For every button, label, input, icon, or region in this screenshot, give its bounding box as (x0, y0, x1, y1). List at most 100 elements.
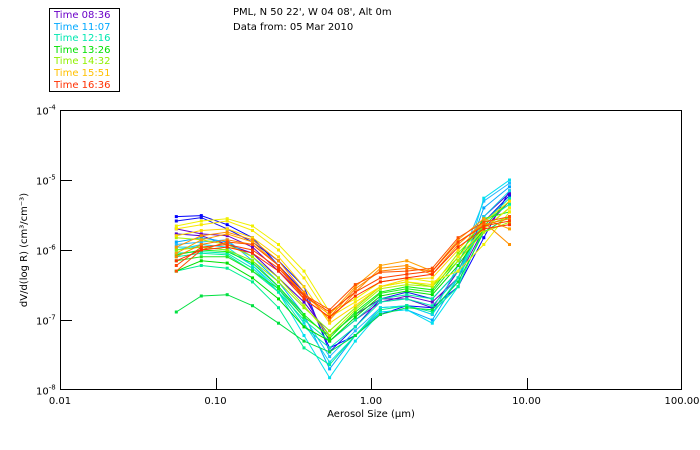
series-path (176, 216, 510, 353)
data-point (199, 238, 203, 242)
data-point (277, 287, 280, 291)
data-point (199, 250, 203, 254)
data-point (225, 234, 229, 238)
data-point (174, 255, 178, 259)
data-point (508, 243, 511, 246)
data-point (430, 313, 434, 316)
data-point (353, 329, 357, 333)
y-tick-label: 10-8 (36, 384, 56, 398)
legend-entry: Time 15:51 (54, 67, 111, 79)
data-point (251, 236, 254, 240)
data-point (405, 283, 409, 287)
data-point (456, 236, 460, 240)
data-point (430, 280, 434, 284)
data-point (302, 318, 306, 322)
data-point (353, 287, 357, 291)
data-point (430, 297, 434, 301)
data-point (482, 230, 486, 234)
data-point (251, 229, 254, 232)
axis-layer: 0.01 0.10 1.00 10.00 100.00 10-4 10-5 10-6 10-7 1… (36, 104, 700, 408)
data-point (277, 290, 280, 294)
data-point (405, 308, 409, 312)
x-tick-label: 10.00 (512, 396, 541, 407)
data-point (174, 234, 178, 238)
data-point (378, 310, 382, 314)
data-point (302, 297, 306, 301)
data-point (430, 306, 434, 310)
data-point (508, 210, 511, 214)
data-point (225, 227, 229, 231)
data-point (430, 310, 434, 314)
series-path (176, 179, 510, 379)
data-point (199, 236, 203, 240)
x-tick-label: 0.10 (204, 396, 226, 407)
data-point (353, 325, 357, 329)
data-point (199, 255, 203, 259)
data-point (378, 270, 382, 274)
data-point (277, 248, 280, 252)
y-tick-label: 10-5 (36, 174, 56, 188)
data-point (508, 206, 511, 210)
data-point (405, 280, 409, 284)
data-point (328, 315, 332, 319)
data-point (456, 240, 460, 244)
data-point (199, 259, 203, 263)
data-point (378, 276, 382, 280)
data-point (199, 243, 203, 246)
data-point (302, 321, 306, 325)
data-point (302, 294, 306, 298)
data-point (430, 308, 434, 312)
data-point (482, 206, 486, 210)
data-point (405, 272, 409, 276)
data-point (456, 264, 460, 267)
data-point (378, 297, 382, 301)
legend-entry: Time 13:26 (54, 44, 111, 56)
data-point (251, 304, 254, 308)
data-point (456, 245, 460, 249)
series-path (176, 200, 510, 324)
data-point (328, 329, 332, 333)
legend: Time 08:36 Time 11:07 Time 12:16 Time 13… (49, 8, 120, 92)
data-point (353, 294, 357, 298)
data-point (277, 297, 280, 301)
data-point (430, 272, 434, 276)
data-point (353, 304, 357, 308)
series-path (176, 203, 510, 342)
data-point (508, 215, 511, 219)
series-path (176, 207, 510, 366)
data-point (225, 240, 229, 244)
y-tick-label: 10-6 (36, 244, 56, 258)
data-point (508, 219, 511, 223)
data-point (508, 191, 511, 195)
data-point (328, 313, 332, 316)
y-tick-label: 10-7 (36, 314, 56, 328)
data-point (199, 251, 203, 255)
data-point (430, 283, 434, 287)
data-point (225, 245, 229, 249)
data-point (482, 215, 486, 219)
data-point (302, 315, 306, 319)
data-point (251, 251, 254, 255)
data-point (225, 261, 229, 265)
data-point (277, 259, 280, 263)
y-tick-label: 10-4 (36, 104, 56, 118)
data-point (482, 224, 486, 228)
data-point (277, 276, 280, 280)
data-point (328, 308, 332, 312)
series-path (175, 216, 510, 311)
x-tick-label: 1.00 (360, 396, 382, 407)
data-point (174, 224, 178, 228)
data-point (456, 269, 460, 273)
data-point (199, 240, 203, 244)
data-point (378, 287, 382, 291)
data-point (353, 334, 357, 337)
data-point (456, 255, 460, 259)
data-point (225, 232, 229, 236)
data-point (328, 336, 332, 340)
data-point (251, 255, 254, 259)
data-point (328, 310, 332, 314)
data-point (225, 230, 229, 234)
data-point (328, 360, 332, 364)
data-point (302, 346, 306, 350)
data-point (328, 376, 332, 380)
